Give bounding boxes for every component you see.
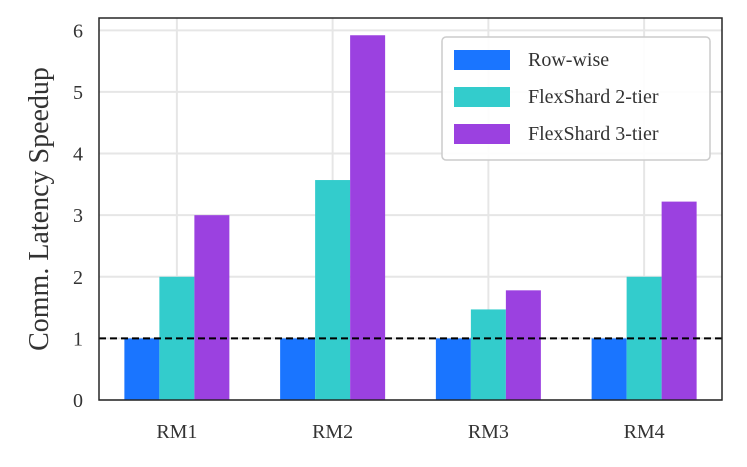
y-tick-label: 4 bbox=[73, 144, 83, 166]
legend-label: FlexShard 3-tier bbox=[528, 123, 659, 145]
bar-rm1-row-wise bbox=[124, 338, 160, 400]
y-tick-labels: 0 1 2 3 4 5 6 bbox=[73, 20, 83, 412]
x-tick-label: RM2 bbox=[312, 421, 353, 443]
y-tick-label: 5 bbox=[73, 82, 83, 104]
legend-label: FlexShard 2-tier bbox=[528, 86, 659, 108]
y-tick-label: 3 bbox=[73, 205, 83, 227]
axes bbox=[98, 17, 723, 401]
bar-rm4-flexshard-3-tier bbox=[661, 201, 697, 400]
y-tick-label: 6 bbox=[73, 20, 83, 42]
bar-rm4-row-wise bbox=[591, 338, 627, 400]
legend-swatch bbox=[454, 124, 510, 144]
legend-swatch bbox=[454, 87, 510, 107]
x-tick-label: RM1 bbox=[156, 421, 197, 443]
y-tick-label: 2 bbox=[73, 267, 83, 289]
bar-rm3-flexshard-2-tier bbox=[470, 309, 506, 400]
bar-rm3-flexshard-3-tier bbox=[505, 290, 541, 400]
y-tick-label: 1 bbox=[73, 328, 83, 350]
legend-swatch bbox=[454, 50, 510, 70]
bar-rm1-flexshard-3-tier bbox=[194, 215, 230, 400]
legend: Row-wise FlexShard 2-tier FlexShard 3-tier bbox=[441, 36, 711, 161]
bar-rm2-flexshard-2-tier bbox=[315, 180, 351, 400]
bar-rm3-row-wise bbox=[435, 338, 471, 400]
bar-rm2-row-wise bbox=[280, 338, 316, 400]
y-tick-label: 0 bbox=[73, 390, 83, 412]
x-tick-label: RM4 bbox=[624, 421, 665, 443]
legend-label: Row-wise bbox=[528, 49, 609, 71]
x-tick-label: RM3 bbox=[468, 421, 509, 443]
bars bbox=[124, 35, 697, 400]
y-axis-title: Comm. Latency Speedup bbox=[24, 67, 55, 351]
x-tick-labels: RM1 RM2 RM3 RM4 bbox=[156, 421, 664, 443]
bar-rm2-flexshard-3-tier bbox=[350, 35, 386, 400]
plot-frame bbox=[98, 17, 723, 401]
